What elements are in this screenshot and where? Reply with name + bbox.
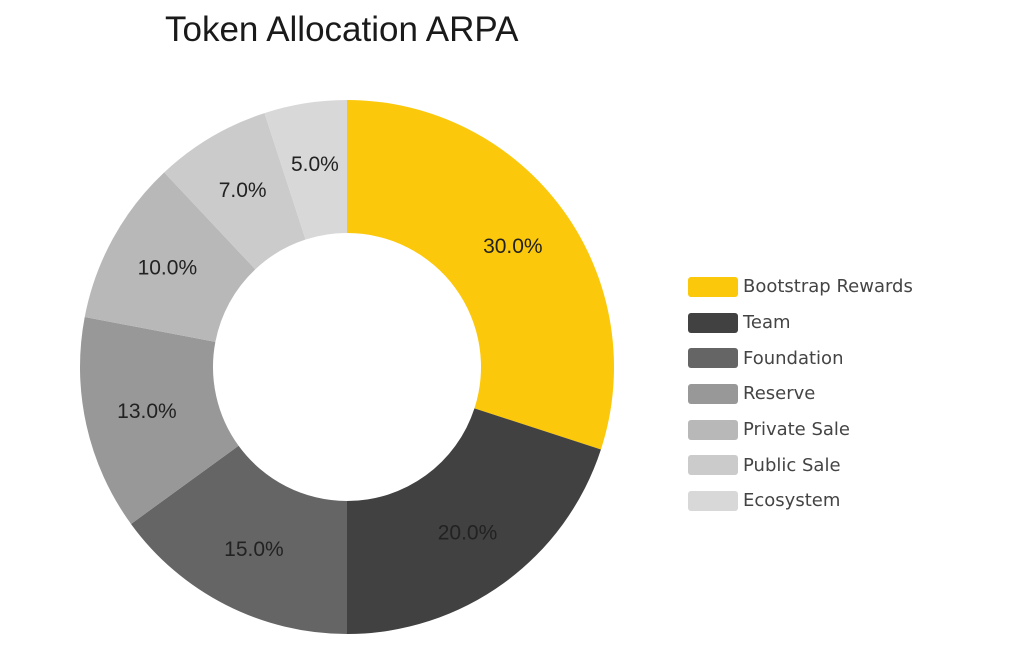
legend-label: Private Sale: [743, 419, 851, 441]
slice-label-bootstrap-rewards: 30.0%: [483, 235, 543, 258]
legend-swatch: [688, 348, 738, 369]
slice-label-ecosystem: 5.0%: [291, 153, 339, 176]
legend-label: Reserve: [743, 383, 816, 405]
legend-item-team: Team: [688, 305, 913, 341]
slice-private-sale: [84, 172, 256, 342]
legend-swatch: [688, 490, 738, 511]
slice-reserve: [79, 316, 239, 524]
slice-label-reserve: 13.0%: [117, 400, 177, 423]
slice-team: [347, 408, 601, 634]
legend-label: Bootstrap Rewards: [743, 276, 913, 298]
slice-foundation: [130, 445, 347, 634]
legend-label: Foundation: [743, 347, 844, 369]
legend-item-reserve: Reserve: [688, 376, 913, 412]
slice-label-team: 20.0%: [438, 521, 498, 544]
legend-item-ecosystem: Ecosystem: [688, 483, 913, 519]
legend-label: Ecosystem: [743, 490, 841, 512]
legend-item-public-sale: Public Sale: [688, 447, 913, 483]
legend-swatch: [688, 312, 738, 333]
legend-swatch: [688, 276, 738, 297]
legend-item-foundation: Foundation: [688, 340, 913, 376]
slice-bootstrap-rewards: [347, 100, 614, 450]
legend-item-private-sale: Private Sale: [688, 412, 913, 448]
chart-title: Token Allocation ARPA: [165, 10, 519, 49]
legend-swatch: [688, 455, 738, 476]
legend-label: Public Sale: [743, 454, 841, 476]
chart-legend: Bootstrap Rewards Team Foundation Reserve Pr…: [688, 269, 913, 519]
legend-label: Team: [743, 312, 791, 334]
legend-swatch: [688, 383, 738, 404]
slice-label-public-sale: 7.0%: [219, 179, 267, 202]
slice-label-private-sale: 10.0%: [138, 257, 198, 280]
legend-item-bootstrap-rewards: Bootstrap Rewards: [688, 269, 913, 305]
slice-label-foundation: 15.0%: [224, 538, 284, 561]
slice-ecosystem: [264, 100, 347, 240]
slice-public-sale: [164, 113, 306, 270]
legend-swatch: [688, 419, 738, 440]
